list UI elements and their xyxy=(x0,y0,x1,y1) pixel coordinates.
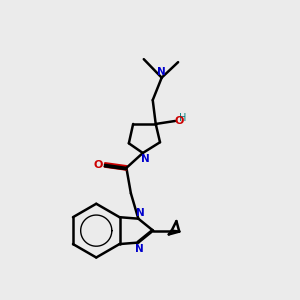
Text: O: O xyxy=(175,116,184,126)
Text: N: N xyxy=(136,244,144,254)
Text: O: O xyxy=(94,160,103,170)
Text: H: H xyxy=(179,113,186,123)
Text: N: N xyxy=(141,154,150,164)
Text: N: N xyxy=(136,208,145,218)
Text: N: N xyxy=(157,67,166,77)
